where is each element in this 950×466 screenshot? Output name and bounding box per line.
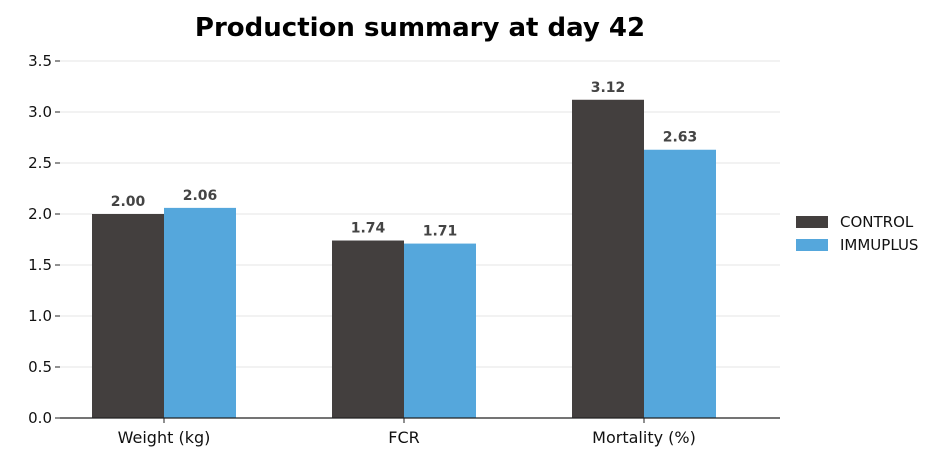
bar-value-label: 2.00 — [111, 194, 146, 210]
y-tick-label: 2.5 — [28, 154, 52, 172]
y-axis-ticks: 0.0 0.5 1.0 1.5 2.0 2.5 3.0 3.5 — [28, 52, 60, 427]
legend-label: CONTROL — [840, 213, 914, 231]
x-category-label: FCR — [388, 428, 420, 447]
legend: CONTROL IMMUPLUS — [796, 213, 918, 254]
y-tick-label: 0.5 — [28, 358, 52, 376]
bar-value-label: 2.63 — [663, 130, 698, 146]
y-tick-label: 1.0 — [28, 307, 52, 325]
value-labels: 2.00 2.06 1.74 1.71 3.12 2.63 — [111, 80, 698, 240]
bar-value-label: 3.12 — [591, 80, 626, 96]
bar-immuplus-2 — [644, 149, 716, 419]
bar-immuplus-1 — [404, 243, 476, 418]
bar-value-label: 1.71 — [423, 224, 458, 240]
y-tick-label: 3.0 — [28, 103, 52, 121]
bars — [92, 99, 716, 419]
bar-value-label: 1.74 — [351, 221, 386, 237]
bar-control-0 — [92, 214, 164, 418]
legend-swatch-control — [796, 216, 828, 228]
legend-label: IMMUPLUS — [840, 236, 918, 254]
y-tick-label: 0.0 — [28, 409, 52, 427]
y-tick-label: 2.0 — [28, 205, 52, 223]
x-category-label: Weight (kg) — [118, 428, 211, 447]
bar-control-1 — [332, 240, 404, 418]
bar-immuplus-0 — [164, 207, 236, 418]
y-tick-label: 3.5 — [28, 52, 52, 70]
bar-value-label: 2.06 — [183, 188, 218, 204]
legend-swatch-immuplus — [796, 239, 828, 251]
bar-control-2 — [572, 99, 644, 418]
x-axis-ticks: Weight (kg) FCR Mortality (%) — [118, 418, 696, 447]
chart-title: Production summary at day 42 — [195, 13, 645, 43]
x-category-label: Mortality (%) — [592, 428, 696, 447]
y-tick-label: 1.5 — [28, 256, 52, 274]
